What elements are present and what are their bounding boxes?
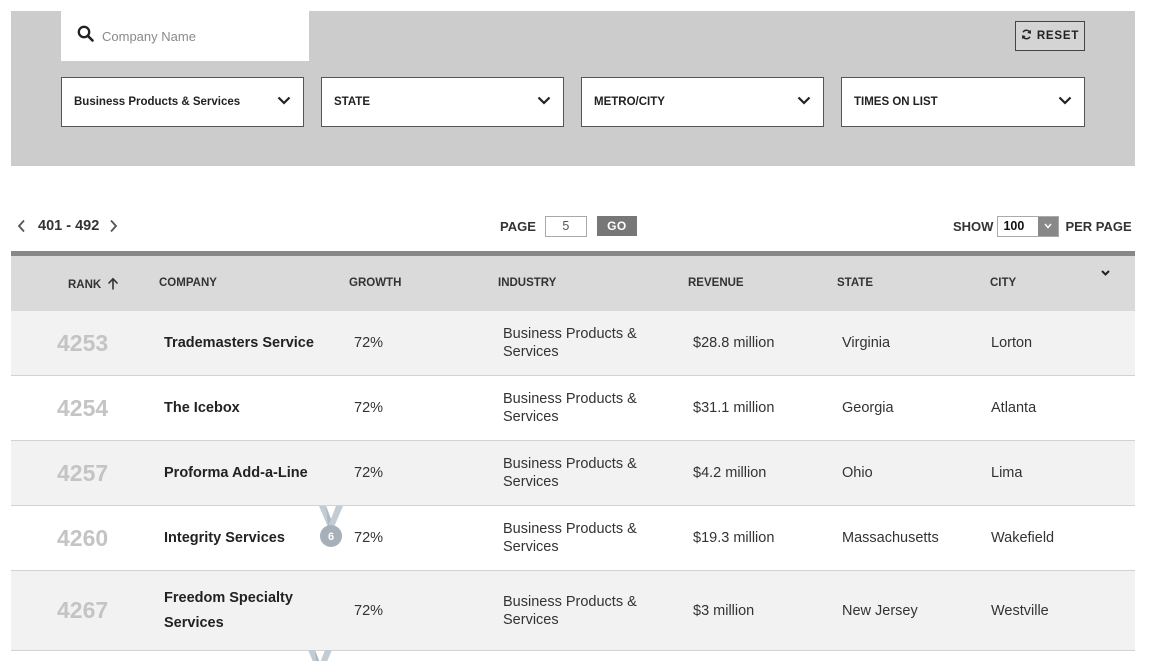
city-cell: Wakefield bbox=[991, 530, 1055, 546]
industry-column-header[interactable]: INDUSTRY bbox=[498, 277, 556, 289]
revenue-header-label: REVENUE bbox=[688, 277, 744, 289]
state-dropdown[interactable]: STATE bbox=[321, 77, 564, 127]
medal-ribbon-icon bbox=[306, 649, 334, 661]
city-cell: Westville bbox=[991, 602, 1049, 619]
revenue-column-header[interactable]: REVENUE bbox=[688, 277, 744, 289]
city-header-label: CITY bbox=[990, 277, 1017, 289]
table-row[interactable]: 4267 Freedom Specialty Services 72% Busi… bbox=[11, 571, 1135, 651]
times-on-list-dropdown-label: TIMES ON LIST bbox=[854, 96, 938, 108]
growth-header-label: GROWTH bbox=[349, 277, 402, 289]
filter-panel: RESET Business Products & Services STATE… bbox=[11, 11, 1135, 166]
industry-dropdown-label: Business Products & Services bbox=[74, 96, 241, 108]
page-number-input[interactable] bbox=[544, 215, 587, 237]
search-box bbox=[61, 11, 309, 61]
search-icon[interactable] bbox=[77, 25, 94, 47]
chevron-down-icon bbox=[277, 96, 291, 108]
state-dropdown-label: STATE bbox=[334, 96, 370, 108]
industry-cell: Business Products & Services bbox=[503, 521, 637, 555]
industry-cell: Business Products & Services bbox=[503, 593, 637, 628]
industry-dropdown[interactable]: Business Products & Services bbox=[61, 77, 304, 127]
revenue-cell: $3 million bbox=[693, 602, 755, 619]
chevron-down-icon[interactable] bbox=[1095, 270, 1110, 276]
table-row[interactable]: 4253 Trademasters Service 72% Business P… bbox=[11, 311, 1135, 376]
city-cell: Lima bbox=[991, 465, 1023, 481]
pagination-range: 401 - 492 bbox=[17, 216, 119, 236]
rank-header-label: RANK bbox=[68, 279, 102, 291]
chevron-right-icon[interactable] bbox=[109, 219, 119, 233]
rank-column-header[interactable]: RANK bbox=[68, 277, 119, 293]
state-cell: Virginia bbox=[842, 335, 891, 351]
state-column-header[interactable]: STATE bbox=[837, 277, 873, 289]
chevron-down-icon bbox=[1058, 96, 1072, 108]
rank-cell: 4254 bbox=[57, 394, 109, 421]
reset-label: RESET bbox=[1036, 30, 1080, 42]
reset-button[interactable]: RESET bbox=[1015, 21, 1085, 51]
table-row[interactable]: 4254 The Icebox 72% Business Products & … bbox=[11, 376, 1135, 441]
company-cell[interactable]: The Icebox bbox=[164, 399, 240, 416]
per-page-control: SHOW 100 PER PAGE bbox=[953, 215, 1132, 237]
range-text: 401 - 492 bbox=[38, 218, 100, 234]
page-jump: PAGE GO bbox=[500, 215, 637, 237]
state-header-label: STATE bbox=[837, 277, 873, 289]
table-row[interactable]: 4260 Integrity Services 6 72% Business P… bbox=[11, 506, 1135, 571]
growth-cell: 72% bbox=[354, 335, 384, 351]
company-cell[interactable]: Proforma Add-a-Line bbox=[164, 464, 308, 481]
medal-ribbon-icon: 6 bbox=[317, 506, 345, 554]
state-cell: Ohio bbox=[842, 465, 873, 481]
per-page-value: 100 bbox=[1003, 219, 1025, 233]
table-header: RANK COMPANY GROWTH INDUSTRY REVENUE STA… bbox=[11, 251, 1135, 311]
chevron-down-icon bbox=[537, 96, 551, 108]
industry-header-label: INDUSTRY bbox=[498, 277, 557, 289]
revenue-cell: $31.1 million bbox=[693, 400, 775, 416]
medal-badge-number: 6 bbox=[328, 531, 334, 543]
industry-cell: Business Products & Services bbox=[503, 326, 637, 360]
chevron-down-icon bbox=[797, 96, 811, 108]
per-page-label: PER PAGE bbox=[1065, 218, 1132, 234]
arrow-up-icon bbox=[101, 277, 119, 293]
rank-cell: 4267 bbox=[57, 597, 109, 623]
company-column-header[interactable]: COMPANY bbox=[159, 277, 217, 289]
state-cell: Massachusetts bbox=[842, 530, 939, 546]
company-cell[interactable]: Freedom Specialty Services bbox=[164, 589, 293, 631]
revenue-cell: $19.3 million bbox=[693, 530, 775, 546]
go-button[interactable]: GO bbox=[596, 216, 637, 236]
city-cell: Atlanta bbox=[991, 400, 1037, 416]
city-column-header[interactable]: CITY bbox=[990, 277, 1016, 289]
chevron-down-icon bbox=[1038, 216, 1059, 236]
rank-cell: 4257 bbox=[57, 459, 109, 486]
revenue-cell: $28.8 million bbox=[693, 335, 775, 351]
company-cell[interactable]: Trademasters Service bbox=[164, 334, 314, 351]
company-search-input[interactable] bbox=[102, 28, 292, 44]
metro-city-dropdown-label: METRO/CITY bbox=[594, 96, 665, 108]
industry-cell: Business Products & Services bbox=[503, 391, 637, 425]
rank-cell: 4260 bbox=[57, 524, 109, 551]
table-row[interactable]: 4257 Proforma Add-a-Line 72% Business Pr… bbox=[11, 441, 1135, 506]
per-page-select[interactable]: 100 bbox=[997, 215, 1060, 237]
company-header-label: COMPANY bbox=[159, 277, 217, 289]
page-label: PAGE bbox=[500, 218, 536, 234]
revenue-cell: $4.2 million bbox=[693, 465, 767, 481]
growth-cell: 72% bbox=[354, 465, 384, 481]
city-cell: Lorton bbox=[991, 335, 1033, 351]
company-table: RANK COMPANY GROWTH INDUSTRY REVENUE STA… bbox=[11, 251, 1135, 651]
growth-cell: 72% bbox=[354, 530, 384, 546]
refresh-icon bbox=[1021, 29, 1037, 43]
state-cell: Georgia bbox=[842, 400, 894, 416]
growth-column-header[interactable]: GROWTH bbox=[349, 277, 401, 289]
company-cell[interactable]: Integrity Services bbox=[164, 529, 285, 546]
growth-cell: 72% bbox=[354, 602, 384, 619]
metro-city-dropdown[interactable]: METRO/CITY bbox=[581, 77, 824, 127]
rank-cell: 4253 bbox=[57, 329, 109, 356]
growth-cell: 72% bbox=[354, 400, 384, 416]
industry-cell: Business Products & Services bbox=[503, 456, 637, 490]
times-on-list-dropdown[interactable]: TIMES ON LIST bbox=[841, 77, 1085, 127]
state-cell: New Jersey bbox=[842, 602, 918, 619]
show-label: SHOW bbox=[953, 218, 994, 234]
chevron-left-icon[interactable] bbox=[17, 219, 27, 233]
